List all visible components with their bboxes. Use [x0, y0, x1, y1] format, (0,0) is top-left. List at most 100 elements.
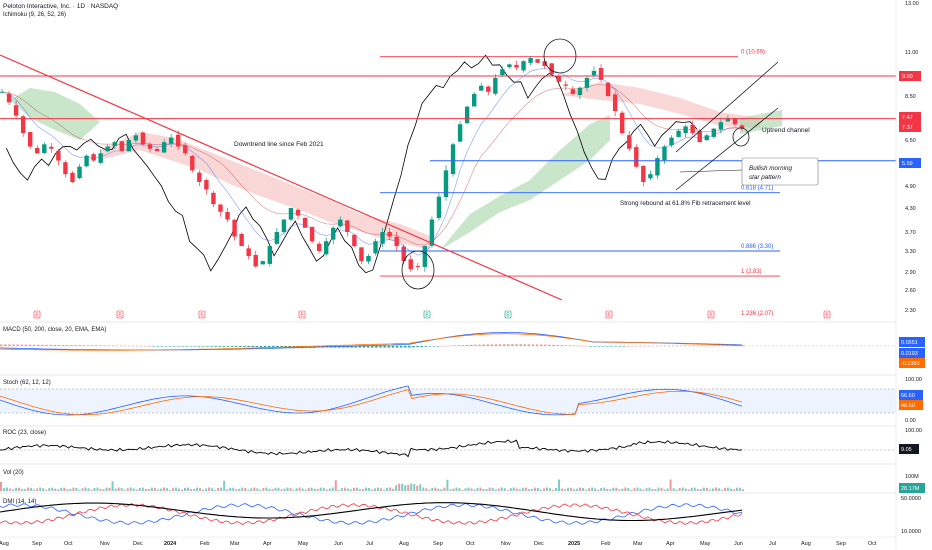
- volume-bar: [464, 488, 467, 491]
- volume-bar: [416, 485, 419, 491]
- channel-circle: [732, 127, 750, 147]
- volume-bar: [253, 487, 256, 491]
- volume-bar: [247, 489, 250, 491]
- macd-histogram-bar: [24, 344, 28, 346]
- volume-bar: [12, 489, 15, 491]
- adx-line: [0, 502, 743, 522]
- macd-histogram-bar: [403, 346, 407, 348]
- earnings-marker-label: E: [118, 313, 122, 319]
- volume-bar: [90, 489, 93, 491]
- volume-bar: [606, 488, 609, 491]
- macd-histogram-bar: [568, 345, 572, 346]
- volume-bar: [690, 487, 693, 491]
- macd-histogram-bar: [193, 346, 197, 347]
- candle-body: [732, 118, 738, 125]
- volume-bar: [238, 488, 241, 491]
- volume-bar: [24, 488, 27, 491]
- macd-histogram-bar: [45, 344, 48, 346]
- y-tick-label: 4.90: [905, 184, 916, 190]
- macd-histogram-bar: [474, 344, 477, 346]
- macd-histogram-bar: [251, 346, 254, 348]
- macd-histogram-bar: [643, 345, 646, 347]
- stoch-d-tag: [899, 400, 923, 410]
- volume-bar: [135, 489, 138, 491]
- stoch-d-value: 48.50: [901, 403, 915, 409]
- volume-bar: [576, 488, 579, 491]
- volume-bar: [352, 487, 355, 491]
- macd-histogram-bar: [189, 346, 193, 347]
- volume-bar: [168, 489, 171, 491]
- macd-histogram-bar: [284, 346, 287, 348]
- macd-histogram-bar: [90, 345, 94, 346]
- candle-body: [359, 247, 364, 262]
- candle-body: [450, 144, 456, 174]
- volume-bar: [102, 489, 105, 491]
- macd-histogram-bar: [560, 345, 564, 346]
- volume-bar: [476, 487, 479, 491]
- macd-histogram-bar: [614, 346, 617, 347]
- macd-histogram-bar: [605, 346, 609, 347]
- volume-bar: [452, 488, 455, 491]
- volume-bar: [81, 488, 84, 491]
- candle-body: [429, 219, 435, 246]
- candle-body: [56, 150, 61, 161]
- x-tick-label: Dec: [133, 541, 143, 547]
- macd-histogram-bar: [263, 346, 267, 348]
- volume-bar: [289, 488, 292, 491]
- candle-body: [521, 61, 526, 71]
- annotation-morning-star: star pattern: [749, 174, 781, 181]
- earnings-marker: [116, 310, 124, 319]
- candle-body: [711, 128, 717, 137]
- volume-bar: [114, 488, 117, 491]
- macd-histogram-bar: [618, 346, 621, 347]
- volume-bar: [419, 484, 422, 491]
- volume-bar: [147, 489, 150, 491]
- candle-body: [352, 234, 357, 247]
- volume-bar: [494, 489, 497, 491]
- volume-bar: [660, 487, 663, 491]
- volume-bar: [190, 489, 193, 491]
- macd-histogram-bar: [111, 345, 114, 347]
- candle-body: [549, 63, 554, 75]
- volume-bar: [398, 483, 401, 491]
- volume-bar: [579, 487, 582, 491]
- fib-level-label: 0 (10.69): [741, 50, 765, 56]
- candle-body: [676, 130, 681, 137]
- macd-histogram-bar: [638, 345, 642, 347]
- volume-bar: [696, 489, 699, 491]
- candle-body: [147, 144, 153, 149]
- candle-body: [42, 144, 47, 154]
- macd-value-tag: [899, 358, 925, 368]
- macd-histogram-bar: [53, 344, 57, 346]
- macd-histogram-bar: [486, 344, 489, 346]
- volume-bar: [618, 489, 621, 491]
- volume-bar: [473, 489, 476, 491]
- candle-body: [232, 219, 237, 237]
- volume-bar: [93, 487, 96, 491]
- macd-histogram-bar: [556, 344, 559, 346]
- macd-histogram-bar: [704, 345, 708, 346]
- macd-histogram-bar: [350, 346, 353, 348]
- volume-bar: [642, 489, 645, 491]
- volume-bar: [138, 487, 141, 491]
- volume-bar: [0, 482, 2, 491]
- dmi-minus-line: [0, 503, 743, 525]
- macd-histogram-bar: [276, 346, 279, 348]
- volume-bar: [506, 489, 509, 491]
- volume-bar: [361, 488, 364, 491]
- candle-body: [316, 243, 322, 251]
- dmi-axis-bottom: 10.0000: [901, 529, 921, 535]
- candle-body: [718, 122, 724, 130]
- x-tick-label: May: [298, 541, 309, 547]
- macd-histogram-bar: [688, 345, 691, 346]
- earnings-marker: [823, 310, 831, 319]
- volume-bar: [561, 488, 564, 491]
- volume-bar: [615, 487, 618, 491]
- volume-bar: [150, 487, 153, 491]
- candle-body: [479, 85, 484, 91]
- volume-bar: [461, 489, 464, 491]
- volume-bar: [199, 487, 202, 491]
- volume-bar: [431, 487, 434, 491]
- volume-bar: [500, 487, 503, 491]
- earnings-marker-label: E: [825, 313, 829, 319]
